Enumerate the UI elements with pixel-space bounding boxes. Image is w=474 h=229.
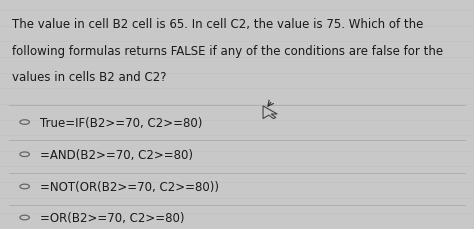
Text: =AND(B2>=70, C2>=80): =AND(B2>=70, C2>=80) bbox=[40, 148, 193, 161]
Text: The value in cell B2 cell is 65. In cell C2, the value is 75. Which of the: The value in cell B2 cell is 65. In cell… bbox=[12, 18, 423, 31]
Text: =NOT(OR(B2>=70, C2>=80)): =NOT(OR(B2>=70, C2>=80)) bbox=[40, 180, 219, 193]
Text: values in cells B2 and C2?: values in cells B2 and C2? bbox=[12, 71, 166, 84]
Text: True=IF(B2>=70, C2>=80): True=IF(B2>=70, C2>=80) bbox=[40, 116, 203, 129]
Text: following formulas returns FALSE if any of the conditions are false for the: following formulas returns FALSE if any … bbox=[12, 45, 443, 58]
Text: =OR(B2>=70, C2>=80): =OR(B2>=70, C2>=80) bbox=[40, 211, 185, 224]
